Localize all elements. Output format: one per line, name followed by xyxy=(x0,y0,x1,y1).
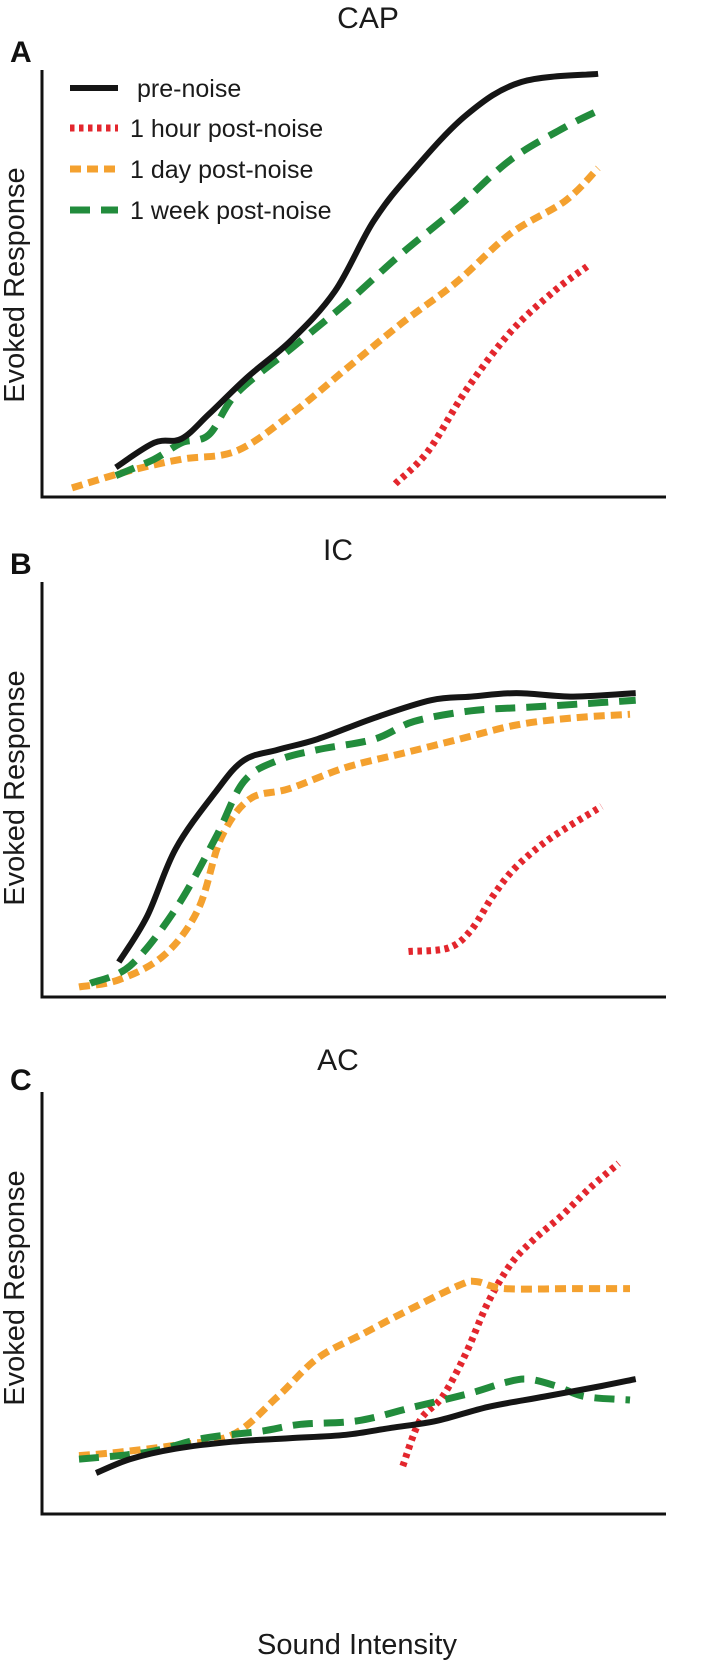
series-line-1-hour-post-noise-c xyxy=(399,1160,621,1468)
series-line-1-hour-post-noise-b xyxy=(408,803,604,955)
y-axis-label-a: Evoked Response xyxy=(0,167,31,402)
series-line-1-week-post-noise-c xyxy=(78,1375,631,1463)
legend-label-1-week: 1 week post-noise xyxy=(130,197,332,225)
plot-area-b xyxy=(78,690,636,991)
legend-item-1-week: 1 week post-noise xyxy=(70,197,332,225)
panel-title-ac: AC xyxy=(317,1044,359,1077)
panel-letter-b: B xyxy=(10,548,32,581)
plot-area-c xyxy=(78,1160,637,1476)
plot-area-a xyxy=(71,70,601,492)
series-line-1-day-post-noise-a xyxy=(71,165,601,492)
axes-b xyxy=(40,582,666,999)
panel-b: B IC Evoked Response xyxy=(0,534,666,999)
y-axis-label-b: Evoked Response xyxy=(0,670,31,905)
legend-item-1-hour: 1 hour post-noise xyxy=(70,115,323,143)
series-line-pre-noise-a xyxy=(114,70,599,470)
series-line-1-day-post-noise-b xyxy=(78,710,631,991)
series-line-pre-noise-c xyxy=(94,1376,637,1476)
legend: pre-noise 1 hour post-noise 1 day post-n… xyxy=(70,75,332,225)
legend-item-1-day: 1 day post-noise xyxy=(70,156,313,184)
series-line-pre-noise-b xyxy=(116,690,636,964)
panel-letter-a: A xyxy=(10,36,32,69)
series-line-1-day-post-noise-c xyxy=(78,1277,630,1460)
legend-label-1-hour: 1 hour post-noise xyxy=(130,115,323,143)
series-line-1-week-post-noise-b xyxy=(88,696,636,987)
legend-item-pre-noise: pre-noise xyxy=(70,75,241,103)
panel-c: C AC Evoked Response Sound Intensity xyxy=(0,1044,666,1661)
axes-a xyxy=(40,70,666,499)
series-line-1-week-post-noise-a xyxy=(114,107,600,479)
panel-title-ic: IC xyxy=(323,534,353,567)
axes-c xyxy=(40,1092,666,1516)
panel-title-cap: CAP xyxy=(337,2,399,35)
panel-a: A CAP Evoked Response pre-noise 1 hour p… xyxy=(0,2,666,499)
x-axis-label: Sound Intensity xyxy=(257,1629,457,1661)
legend-label-pre-noise: pre-noise xyxy=(137,75,241,103)
panel-letter-c: C xyxy=(10,1064,32,1097)
series-line-1-hour-post-noise-a xyxy=(392,263,590,487)
legend-label-1-day: 1 day post-noise xyxy=(130,156,313,184)
y-axis-label-c: Evoked Response xyxy=(0,1170,31,1405)
